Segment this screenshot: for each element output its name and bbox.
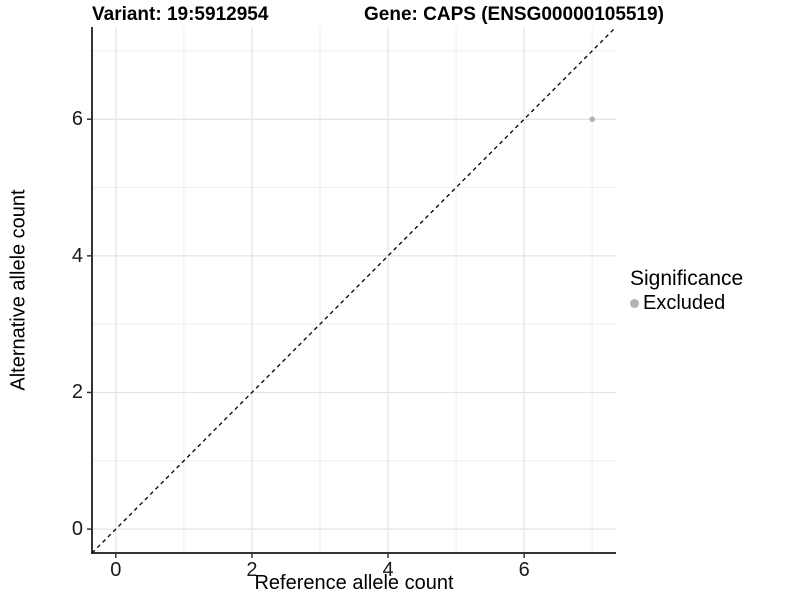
identity-line [91,26,617,554]
x-tick-label: 2 [246,559,258,581]
y-tick-label: 4 [71,244,83,267]
plot-title-variant: Variant: 19:5912954 [92,4,269,25]
y-tick-label: 2 [71,381,83,404]
legend-key-dot-icon [630,299,639,308]
plot-title-gene: Gene: CAPS (ENSG00000105519) [364,4,664,25]
x-tick-label: 4 [382,559,394,581]
legend-title: Significance [630,267,744,290]
y-tick-label: 6 [71,108,83,131]
legend-entry-excluded: Excluded [630,292,743,315]
y-tick-label: 0 [71,518,83,541]
y-axis-label: Alternative allele count [7,189,30,391]
legend: Significance Excluded [630,266,743,315]
x-tick-label: 6 [518,559,530,581]
legend-entry-label: Excluded [643,292,726,314]
x-tick-label: 0 [110,559,122,581]
x-axis-label: Reference allele count [254,572,454,594]
data-point [589,116,595,123]
